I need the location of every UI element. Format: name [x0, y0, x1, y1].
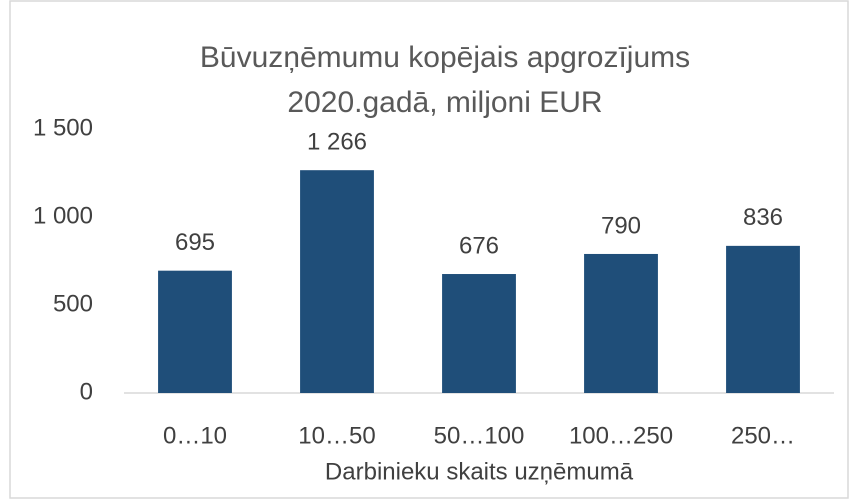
x-axis-label: Darbinieku skaits uzņēmumā: [325, 458, 634, 485]
x-tick-label: 50…100: [434, 422, 525, 449]
x-tick-label: 100…250: [569, 422, 673, 449]
y-tick-label: 0: [80, 378, 93, 405]
bar: [442, 274, 516, 393]
bar: [726, 245, 800, 393]
bar: [584, 253, 658, 393]
value-label: 790: [601, 212, 641, 239]
value-label: 676: [459, 232, 499, 259]
y-tick-label: 500: [53, 290, 93, 317]
value-label: 695: [175, 229, 215, 256]
title-box: Būvuzņēmumu kopējais apgrozījums 2020.ga…: [199, 41, 691, 119]
y-tick-label: 1 500: [33, 114, 93, 141]
bar: [300, 170, 374, 393]
value-label: 1 266: [307, 129, 367, 156]
value-label: 836: [743, 204, 783, 231]
bar: [158, 270, 232, 393]
y-tick-label: 1 000: [33, 202, 93, 229]
chart-title: Būvuzņēmumu kopējais apgrozījums 2020.ga…: [199, 41, 691, 119]
chart-frame: [9, 0, 849, 499]
x-tick-label: 0…10: [163, 422, 227, 449]
x-tick-label: 10…50: [298, 422, 375, 449]
x-tick-label: 250…: [731, 422, 795, 449]
